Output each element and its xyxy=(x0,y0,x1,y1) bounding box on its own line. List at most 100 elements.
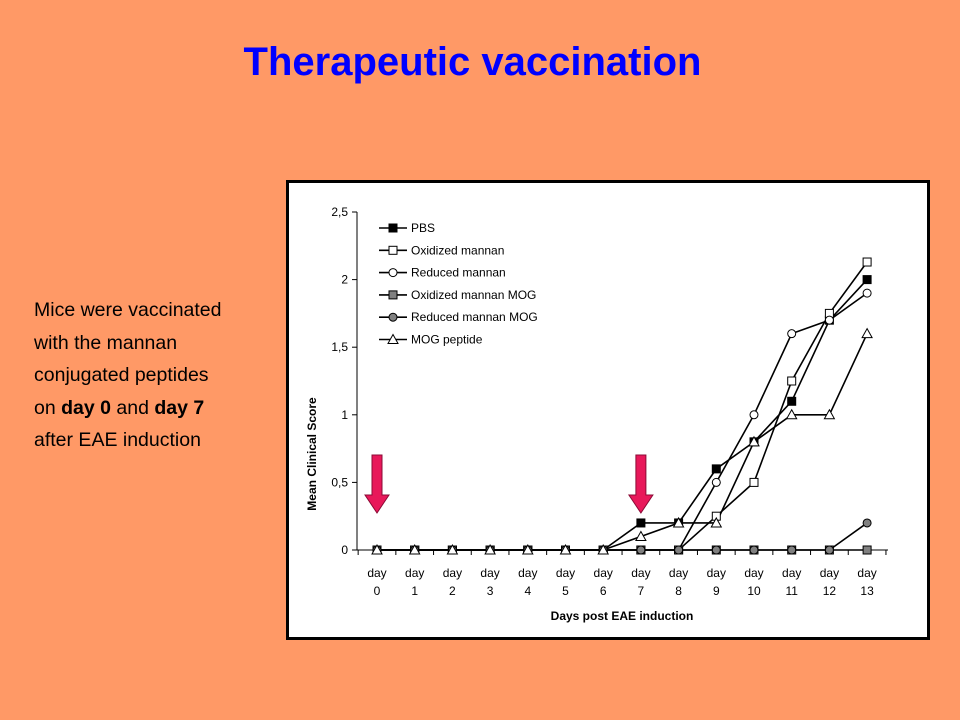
data-point xyxy=(559,543,572,555)
x-tick-label-number: 1 xyxy=(411,584,418,598)
x-tick-label-day: day xyxy=(405,566,424,580)
y-tick-label: 1,5 xyxy=(331,340,348,354)
data-point xyxy=(787,329,797,339)
y-tick-label: 0,5 xyxy=(331,475,348,489)
legend-item: PBS xyxy=(379,221,435,235)
x-tick-label-day: day xyxy=(556,566,575,580)
x-tick-label-day: day xyxy=(820,566,839,580)
data-point xyxy=(749,477,759,487)
x-tick-label-number: 2 xyxy=(449,584,456,598)
legend-marker xyxy=(387,333,399,344)
data-point xyxy=(787,376,797,386)
x-tick-label-day: day xyxy=(857,566,876,580)
data-point xyxy=(521,543,534,555)
series xyxy=(371,257,873,555)
y-tick-label: 2,5 xyxy=(331,205,348,219)
vaccination-arrow xyxy=(627,454,654,514)
legend-marker xyxy=(388,268,398,278)
x-tick-label-day: day xyxy=(480,566,499,580)
legend-marker xyxy=(388,223,398,233)
legend-label: Oxidized mannan xyxy=(411,243,504,257)
arrows xyxy=(364,454,654,514)
line-chart: 0 0,5 1 1,5 2 2,5 day 0 day 1 day 2 day 3 day 4 day 5 day 6… xyxy=(305,205,888,623)
series-line xyxy=(377,333,868,551)
x-tick-label-day: day xyxy=(669,566,688,580)
y-tick-label: 2 xyxy=(341,273,348,287)
series-points-oxidized-mannan xyxy=(372,257,872,555)
data-point xyxy=(862,257,872,267)
legend-item: Reduced mannan xyxy=(379,266,506,280)
slide-description: Mice were vaccinated with the mannan con… xyxy=(34,294,274,457)
x-tick-label-day: day xyxy=(744,566,763,580)
data-point xyxy=(785,408,798,420)
legend: PBS Oxidized mannan Reduced mannan Oxidized… xyxy=(379,221,538,347)
data-point xyxy=(862,518,872,528)
data-point xyxy=(824,545,834,555)
data-point xyxy=(749,410,759,420)
legend-item: MOG peptide xyxy=(379,333,483,347)
description-line: on day 0 and day 7 xyxy=(34,396,205,419)
legend-label: Oxidized mannan MOG xyxy=(411,288,536,302)
x-tick-label-number: 8 xyxy=(675,584,682,598)
legend-label: PBS xyxy=(411,221,435,235)
data-point xyxy=(862,275,872,285)
data-point xyxy=(711,464,721,474)
chart-frame: 0 0,5 1 1,5 2 2,5 day 0 day 1 day 2 day 3 day 4 day 5 day 6… xyxy=(286,180,930,640)
legend-item: Reduced mannan MOG xyxy=(379,310,538,324)
x-tick-label-number: 5 xyxy=(562,584,569,598)
data-point xyxy=(862,545,872,555)
legend-item: Oxidized mannan xyxy=(379,243,504,257)
description-line: Mice were vaccinated xyxy=(34,299,222,321)
data-point xyxy=(711,545,721,555)
y-axis-title: Mean Clinical Score xyxy=(305,397,319,511)
x-tick-label-number: 13 xyxy=(860,584,874,598)
data-point xyxy=(636,518,646,528)
x-tick-label-day: day xyxy=(367,566,386,580)
data-point xyxy=(749,545,759,555)
legend-item: Oxidized mannan MOG xyxy=(379,288,536,302)
x-tick-label-day: day xyxy=(707,566,726,580)
x-tick-label-number: 7 xyxy=(638,584,645,598)
legend-marker xyxy=(388,245,398,255)
data-point xyxy=(636,545,646,555)
legend-marker xyxy=(388,312,398,322)
legend-label: Reduced mannan MOG xyxy=(411,310,538,324)
x-tick-label-number: 3 xyxy=(487,584,494,598)
data-point xyxy=(861,327,873,339)
x-tick-label-day: day xyxy=(443,566,462,580)
slide-title: Therapeutic vaccination xyxy=(243,40,702,84)
x-tick-label-number: 4 xyxy=(524,584,531,598)
data-point xyxy=(408,543,421,555)
x-tick-label-number: 9 xyxy=(713,584,720,598)
x-tick-label-day: day xyxy=(782,566,801,580)
data-point xyxy=(710,516,723,528)
x-axis-title: Days post EAE induction xyxy=(551,609,694,623)
series-oxidized-mannan xyxy=(377,261,868,551)
x-tick-label-number: 11 xyxy=(785,584,798,598)
data-point xyxy=(787,545,797,555)
series-line xyxy=(377,261,868,551)
data-point xyxy=(674,545,684,555)
data-point xyxy=(672,516,685,528)
data-point xyxy=(446,543,459,555)
data-point xyxy=(484,543,496,555)
y-tick-label: 0 xyxy=(341,543,348,557)
x-tick-label-day: day xyxy=(594,566,613,580)
data-point xyxy=(711,477,721,487)
data-point xyxy=(824,315,834,325)
x-tick-label-number: 0 xyxy=(374,584,381,598)
x-tick-label-day: day xyxy=(518,566,537,580)
description-line: conjugated peptides xyxy=(34,364,209,386)
x-tick-label-number: 12 xyxy=(823,584,837,598)
series-points-reduced-mannan xyxy=(372,288,872,555)
x-tick-label-day: day xyxy=(631,566,650,580)
legend-marker xyxy=(388,290,398,300)
vaccination-arrow xyxy=(364,454,390,514)
y-tick-label: 1 xyxy=(341,408,348,422)
series-points-mog-peptide xyxy=(371,327,873,555)
legend-label: MOG peptide xyxy=(411,333,483,347)
x-tick-label-number: 6 xyxy=(600,584,607,598)
series-mog-peptide xyxy=(377,333,868,551)
description-line: after EAE induction xyxy=(34,429,201,451)
x-tick-label-number: 10 xyxy=(747,584,761,598)
